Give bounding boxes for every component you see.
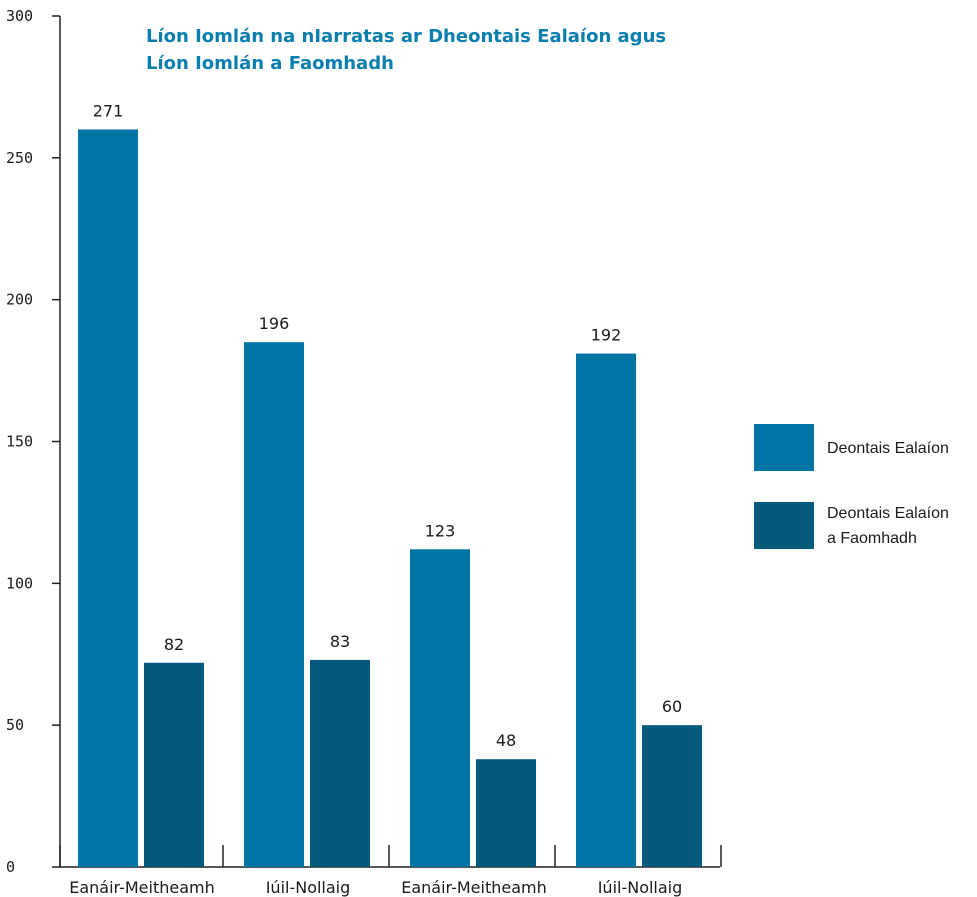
bar-applications [244,342,304,867]
y-tick-label: 100 [6,574,33,592]
value-label: 123 [425,521,456,540]
bar-approved [310,659,370,867]
legend-label-applications: Deontais Ealaíon [827,440,949,457]
y-tick-label: 50 [6,716,24,734]
value-label: 82 [164,635,184,654]
bar-applications [78,129,138,867]
value-labels: 271 82 196 83 123 48 192 60 [93,101,682,750]
chart-title-line-1: Líon Iomlán na nIarratas ar Dheontais Ea… [146,26,666,47]
y-tick-label: 150 [6,433,33,451]
y-tick-label: 0 [6,858,15,876]
value-label: 196 [259,314,290,333]
bars [78,129,702,867]
legend: Deontais Ealaíon Deontais Ealaíon a Faom… [754,424,949,549]
legend-label-approved-line-2: a Faomhadh [827,530,917,547]
bar-approved [476,759,536,867]
bar-approved [144,662,204,867]
value-label: 192 [591,326,622,345]
y-tick-label: 250 [6,149,33,167]
bar-approved [642,725,702,867]
bar-applications [576,353,636,867]
x-tick-label: Iúil-Nollaig [598,878,683,897]
x-ticks [59,845,722,867]
legend-label-approved-line-1: Deontais Ealaíon [827,505,949,522]
value-label: 271 [93,101,124,120]
bar-applications [410,549,470,867]
legend-swatch-approved [754,502,814,549]
value-label: 83 [330,632,350,651]
legend-swatch-applications [754,424,814,471]
x-tick-label: Eanáir-Meitheamh [401,878,547,897]
x-labels: Eanáir-Meitheamh Iúil-Nollaig Eanáir-Mei… [69,878,682,897]
x-tick-label: Iúil-Nollaig [266,878,351,897]
chart-title-line-2: Líon Iomlán a Faomhadh [146,53,394,74]
value-label: 60 [662,697,682,716]
y-tick-label: 200 [6,291,33,309]
y-tick-label: 300 [6,7,33,25]
x-tick-label: Eanáir-Meitheamh [69,878,215,897]
value-label: 48 [496,731,516,750]
y-ticks: 0 50 100 150 200 250 300 [6,7,60,876]
